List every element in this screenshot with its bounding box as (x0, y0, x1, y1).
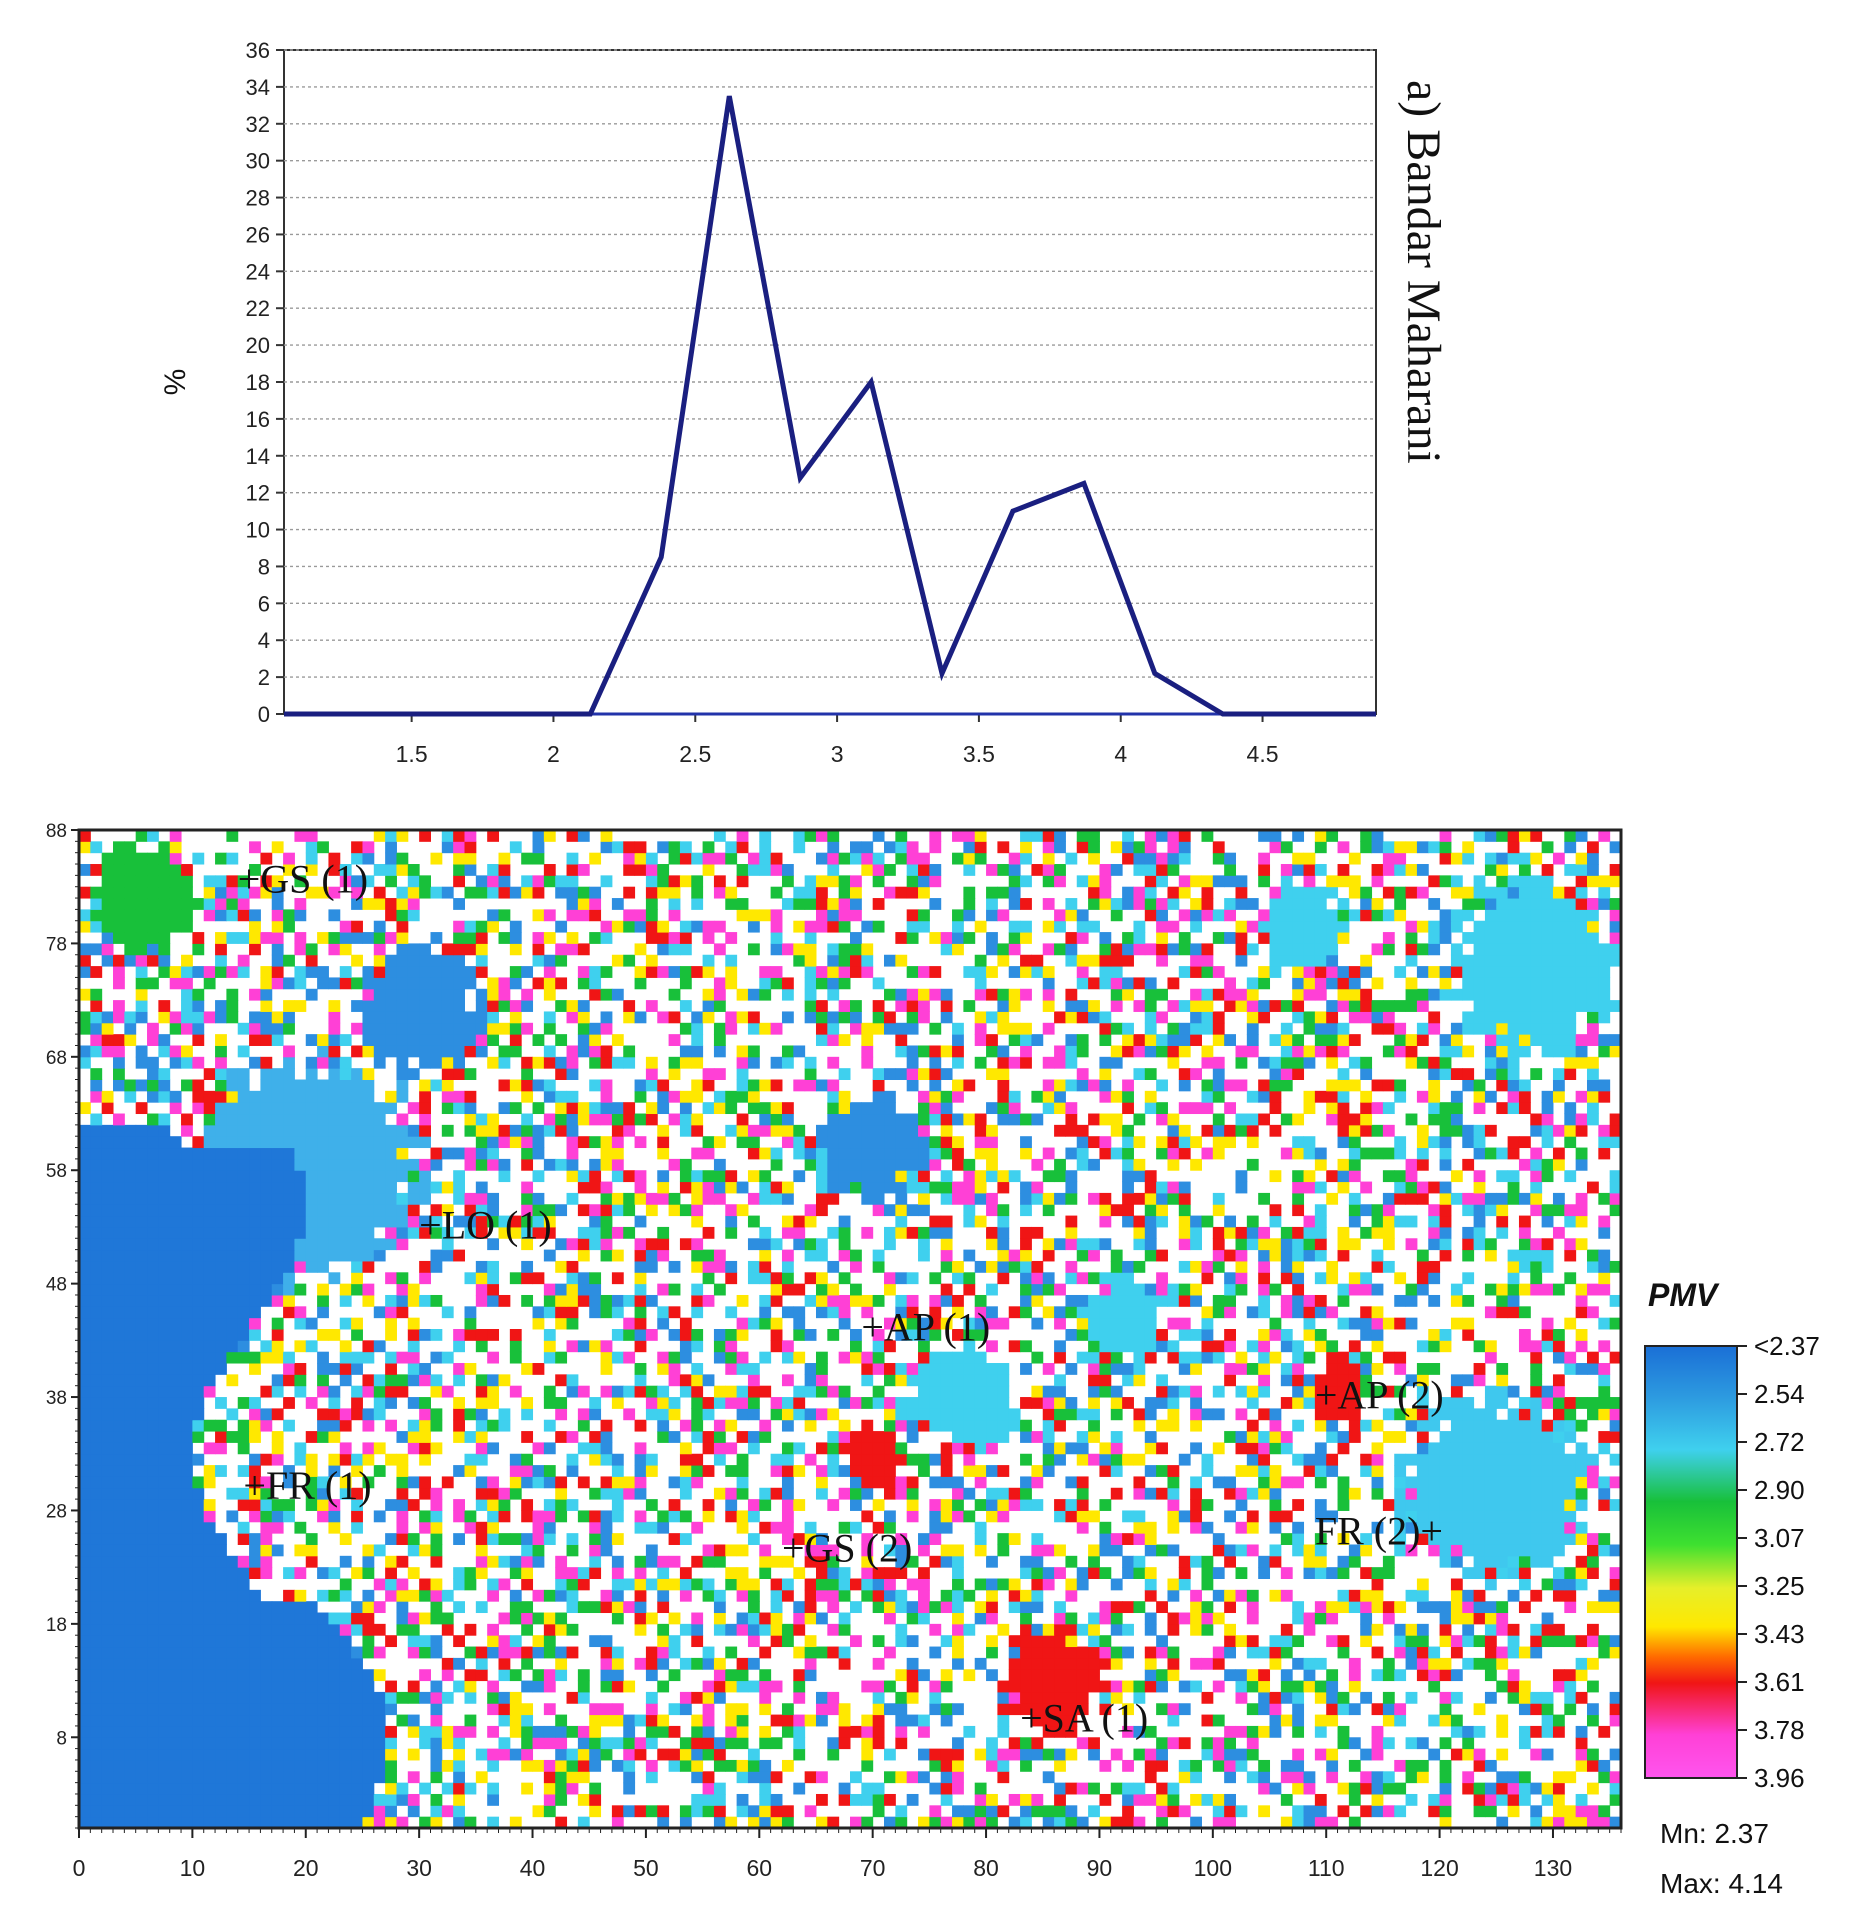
pmv-legend: PMV <2.37 2.54 2.72 2.90 3.07 3.25 3.43 3.61 3.7… (1644, 1277, 1820, 1899)
line-x-tick-label: 3.5 (963, 741, 995, 767)
heatmap-y-tick-label: 68 (46, 1048, 67, 1069)
line-title: a) Bandar Maharani (1397, 80, 1450, 464)
line-x-ticks: 1.5 2 2.5 3 3.5 4 4.5 (396, 714, 1279, 767)
legend-tick-label: 3.07 (1754, 1523, 1805, 1553)
heatmap-x-tick-label: 10 (180, 1855, 206, 1881)
heatmap-y-tick-label: 28 (46, 1501, 67, 1522)
legend-max: Max: 4.14 (1660, 1868, 1783, 1899)
line-x-tick-label: 4 (1114, 741, 1127, 767)
legend-tick-label: 3.61 (1754, 1667, 1805, 1697)
line-x-tick-label: 2.5 (679, 741, 711, 767)
heatmap-site-label: +AP (1) (861, 1304, 990, 1349)
line-y-tick-label: 28 (246, 186, 270, 211)
heatmap-site-label: +FR (1) (243, 1463, 371, 1508)
heatmap-x-tick-label: 110 (1308, 1855, 1345, 1881)
line-y-label: % (159, 369, 192, 396)
heatmap-x-tick-label: 70 (860, 1855, 886, 1881)
legend-tick-label: 3.25 (1754, 1571, 1805, 1601)
legend-colorbar (1644, 1345, 1738, 1779)
line-gridlines (284, 49, 1376, 678)
line-x-tick-label: 4.5 (1247, 741, 1279, 767)
line-y-tick-label: 34 (246, 75, 270, 100)
line-y-tick-label: 8 (258, 554, 270, 579)
heatmap-x-ticks: 0 10 20 30 40 50 60 70 80 90 100 110 120 130 (73, 1828, 1622, 1881)
line-y-tick-label: 36 (246, 38, 270, 63)
heatmap-x-tick-label: 90 (1087, 1855, 1113, 1881)
heatmap-cells (79, 830, 1622, 1829)
heatmap-x-tick-label: 100 (1194, 1855, 1232, 1881)
line-y-tick-label: 4 (258, 628, 270, 653)
legend-tick-label: <2.37 (1754, 1331, 1820, 1361)
line-y-tick-label: 10 (246, 518, 270, 543)
heatmap-site-label: FR (2)+ (1315, 1508, 1443, 1553)
line-x-tick-label: 2 (547, 741, 560, 767)
heatmap-x-tick-label: 120 (1420, 1855, 1458, 1881)
heatmap-x-tick-label: 40 (520, 1855, 546, 1881)
line-x-tick-label: 3 (831, 741, 844, 767)
heatmap-x-tick-label: 60 (746, 1855, 772, 1881)
heatmap-y-tick-label: 18 (46, 1615, 67, 1636)
heatmap-x-tick-label: 30 (406, 1855, 432, 1881)
legend-tick-label: 3.78 (1754, 1715, 1805, 1745)
heatmap-x-tick-label: 0 (73, 1855, 86, 1881)
heatmap-y-tick-label: 58 (46, 1161, 67, 1182)
heatmap-x-tick-label: 20 (293, 1855, 319, 1881)
heatmap-site-label: +SA (1) (1020, 1696, 1148, 1741)
legend-tick-label: 2.90 (1754, 1475, 1805, 1505)
heatmap-site-label: +GS (1) (238, 856, 368, 901)
heatmap-y-tick-label: 78 (46, 934, 67, 955)
heatmap-site-label: +LO (1) (419, 1202, 552, 1247)
legend-tick-label: 2.54 (1754, 1379, 1805, 1409)
line-series (284, 95, 1376, 717)
heatmap-y-tick-label: 38 (46, 1388, 67, 1409)
heatmap-y-tick-label: 88 (46, 821, 67, 842)
legend-tick-label: 3.96 (1754, 1763, 1805, 1793)
heatmap-y-tick-label: 48 (46, 1275, 67, 1296)
heatmap-x-tick-label: 80 (973, 1855, 999, 1881)
line-x-tick-label: 1.5 (396, 741, 428, 767)
legend-tick-label: 3.43 (1754, 1619, 1805, 1649)
line-y-tick-label: 20 (246, 333, 270, 358)
legend-title: PMV (1648, 1277, 1720, 1313)
legend-min: Mn: 2.37 (1660, 1818, 1769, 1849)
heatmap-y-ticks: 8 18 28 38 48 58 68 78 88 (46, 821, 79, 1829)
line-y-tick-label: 14 (246, 444, 270, 469)
line-y-tick-label: 12 (246, 481, 270, 506)
heatmap-site-label: +AP (2) (1315, 1372, 1444, 1417)
line-y-tick-label: 18 (246, 370, 270, 395)
heatmap-site-labels: +GS (1) +LO (1) +AP (1) +AP (2) +FR (1) +GS (… (238, 856, 1444, 1740)
pmv-heatmap: 0 10 20 30 40 50 60 70 80 90 100 110 120 130 8 18 28 38 4… (46, 821, 1623, 1881)
line-y-tick-label: 6 (258, 591, 270, 616)
heatmap-y-tick-label: 8 (56, 1728, 67, 1749)
heatmap-site-label: +GS (2) (782, 1525, 912, 1570)
heatmap-x-tick-label: 130 (1534, 1855, 1572, 1881)
line-y-tick-label: 30 (246, 149, 270, 174)
line-y-tick-label: 0 (258, 702, 270, 727)
legend-tick-label: 2.72 (1754, 1427, 1805, 1457)
line-y-tick-label: 16 (246, 407, 270, 432)
legend-ticks: <2.37 2.54 2.72 2.90 3.07 3.25 3.43 3.61 3.78 3.9… (1737, 1331, 1820, 1793)
line-y-tick-label: 26 (246, 222, 270, 247)
line-y-tick-label: 2 (258, 665, 270, 690)
line-y-tick-label: 24 (246, 259, 270, 284)
line-y-tick-label: 22 (246, 296, 270, 321)
heatmap-x-tick-label: 50 (633, 1855, 659, 1881)
line-y-tick-label: 32 (246, 112, 270, 137)
